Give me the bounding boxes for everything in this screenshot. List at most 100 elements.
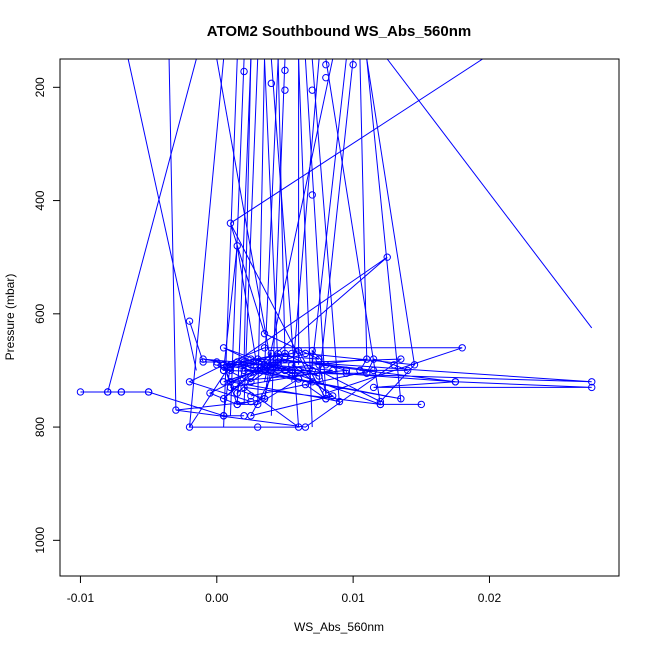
data-point (185, 317, 194, 325)
data-point (267, 79, 276, 88)
data-point (172, 406, 180, 414)
data-point (260, 361, 269, 369)
data-point (219, 361, 228, 369)
data-point (376, 397, 385, 406)
data-point (240, 358, 248, 366)
data-point (417, 400, 426, 409)
data-point (301, 349, 310, 358)
data-point (458, 344, 466, 352)
x-tick-label: 0.01 (341, 591, 365, 605)
data-point (322, 60, 330, 69)
data-point (328, 392, 337, 400)
data-point (315, 372, 323, 380)
series-segment-6 (257, 59, 266, 405)
series-segment-18 (318, 59, 354, 382)
y-tick-label: 1000 (33, 527, 47, 554)
data-point (185, 378, 194, 386)
data-point (410, 361, 419, 369)
plot-lines (80, 59, 593, 428)
data-point (356, 366, 364, 375)
data-point (588, 383, 596, 392)
chart-title: ATOM2 Southbound WS_Abs_560nm (207, 23, 471, 40)
data-point (206, 389, 214, 397)
data-point (247, 372, 255, 380)
data-point (288, 349, 296, 358)
data-point (294, 366, 303, 375)
data-point (240, 67, 248, 76)
data-point (240, 361, 248, 369)
data-point (322, 389, 330, 397)
data-point (247, 392, 255, 400)
series-segment-19 (359, 59, 368, 360)
series-segment-0 (168, 59, 177, 411)
series-segment-15 (325, 59, 381, 405)
data-point (301, 380, 310, 389)
data-point (363, 369, 371, 377)
data-point (308, 366, 316, 375)
data-point (219, 412, 228, 420)
y-tick-label: 800 (33, 417, 47, 437)
data-point (185, 423, 194, 431)
series-segment-20 (366, 59, 415, 365)
x-axis-label: WS_Abs_560nm (294, 620, 384, 634)
plot-points (76, 60, 596, 431)
series-segment-1 (189, 59, 225, 428)
data-point (322, 395, 330, 403)
data-point (76, 388, 85, 396)
data-point (267, 349, 276, 358)
data-point (260, 366, 269, 375)
data-point (274, 358, 282, 366)
data-point (226, 219, 235, 227)
data-point (247, 378, 255, 386)
data-point (308, 86, 316, 94)
data-point (260, 344, 269, 352)
series-segment-5 (243, 59, 259, 405)
data-point (104, 388, 112, 396)
data-point (253, 400, 262, 409)
data-point (294, 375, 303, 383)
data-point (322, 361, 330, 369)
data-point (363, 355, 371, 363)
series-segment-26 (107, 59, 197, 393)
x-tick-label: 0.02 (478, 591, 502, 605)
y-axis: 200 400 600 800 1000 (33, 77, 61, 554)
series-segment-12 (304, 59, 327, 396)
data-point (144, 388, 153, 396)
data-point (253, 423, 262, 431)
data-point (301, 423, 310, 431)
data-point (213, 358, 221, 366)
data-point (219, 344, 228, 352)
data-point (390, 361, 398, 369)
data-point (397, 395, 405, 403)
data-point (199, 355, 207, 363)
series-segment-9 (277, 59, 286, 354)
data-point (233, 400, 241, 409)
data-point (588, 378, 596, 386)
data-point (260, 395, 269, 403)
data-point (369, 366, 378, 375)
data-point (294, 346, 303, 355)
data-point (233, 242, 241, 250)
series-line-0 (80, 222, 592, 428)
data-point (288, 372, 296, 380)
y-tick-label: 200 (33, 77, 47, 97)
series-segment-27 (243, 59, 252, 362)
series-segment-4 (236, 59, 252, 405)
data-point (342, 369, 351, 377)
data-point (226, 383, 235, 392)
data-point (335, 397, 344, 406)
plot-frame (59, 58, 620, 577)
data-point (342, 366, 351, 375)
data-point (240, 366, 248, 375)
data-point (315, 355, 323, 363)
series-segment-25 (127, 59, 197, 371)
series-segment-24 (216, 59, 272, 365)
y-tick-label: 400 (33, 190, 47, 210)
data-point (349, 60, 357, 69)
data-point (226, 366, 235, 375)
x-tick-label: -0.01 (67, 591, 95, 605)
series-segment-22 (386, 59, 593, 329)
data-point (383, 253, 391, 261)
data-point (226, 378, 235, 386)
